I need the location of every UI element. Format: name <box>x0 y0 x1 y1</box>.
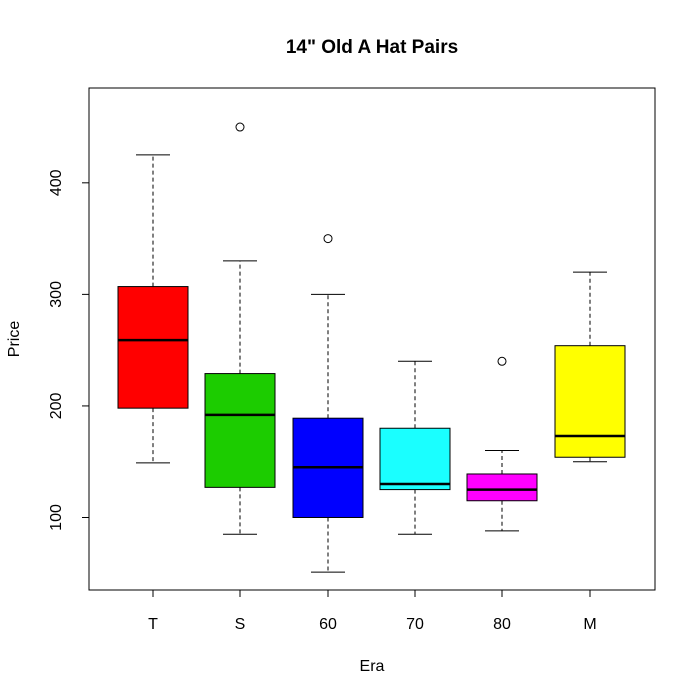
x-axis-label: Era <box>360 658 385 675</box>
iqr-box <box>554 345 626 458</box>
iqr-box <box>466 473 538 502</box>
x-tick-label: 70 <box>406 616 424 633</box>
x-tick-label: M <box>583 616 596 633</box>
outlier-point <box>497 356 507 366</box>
box-70 <box>379 360 451 535</box>
y-tick-label: 400 <box>48 169 65 196</box>
outlier-point <box>235 122 245 132</box>
iqr-box <box>204 373 276 488</box>
box-60 <box>292 234 364 573</box>
outlier-point <box>323 234 333 244</box>
plot-marks <box>117 122 626 573</box>
x-tick-label: S <box>235 616 246 633</box>
box-T <box>117 154 189 464</box>
y-tick-label: 100 <box>48 504 65 531</box>
axes: T S 60 70 80 M 100 200 300 400 <box>48 169 597 633</box>
chart-title: 14" Old A Hat Pairs <box>286 37 458 58</box>
y-tick-label: 300 <box>48 281 65 308</box>
iqr-box <box>117 286 189 409</box>
iqr-box <box>379 427 451 491</box>
x-tick-label: T <box>148 616 158 633</box>
box-80 <box>466 356 538 532</box>
y-axis-label: Price <box>6 321 23 358</box>
box-M <box>554 271 626 463</box>
box-S <box>204 122 276 535</box>
y-tick-label: 200 <box>48 392 65 419</box>
x-tick-label: 80 <box>493 616 511 633</box>
x-tick-label: 60 <box>319 616 337 633</box>
